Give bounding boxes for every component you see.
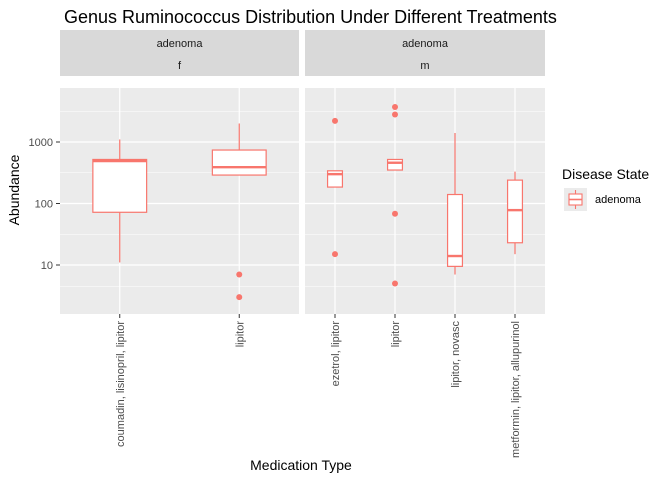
facet-panels: adenoma f coumadin, lisinopril, lipitor lip…	[60, 30, 545, 458]
facet-strip	[305, 30, 545, 76]
panel-background	[305, 88, 545, 314]
x-tick-label: coumadin, lisinopril, lipitor	[115, 321, 127, 447]
outlier-point	[236, 294, 243, 301]
outlier-point	[332, 117, 338, 124]
outlier-point	[392, 104, 398, 111]
legend-title: Disease State	[562, 166, 649, 182]
box	[506, 171, 524, 255]
x-tick-label: lipitor, novasc	[450, 321, 462, 388]
x-tick-label: lipitor	[390, 321, 402, 348]
box-iqr	[386, 158, 404, 171]
facet-strip-label: adenoma	[157, 38, 204, 50]
facet-strip	[60, 30, 299, 76]
y-axis: 10 100 1000	[29, 137, 60, 272]
box	[386, 104, 404, 287]
facet-panel: adenoma f coumadin, lisinopril, lipitor lip…	[60, 30, 299, 447]
outlier-point	[236, 271, 243, 278]
outlier-point	[392, 210, 398, 217]
y-tick-label: 100	[35, 199, 53, 211]
facet-strip-label: m	[420, 60, 429, 72]
box	[211, 123, 267, 301]
facet-strip-label: f	[178, 60, 182, 72]
facet-strip-label: adenoma	[402, 38, 449, 50]
box-iqr	[446, 193, 464, 267]
chart-title: Genus Ruminococcus Distribution Under Di…	[64, 7, 557, 27]
outlier-point	[392, 111, 398, 118]
box-iqr	[506, 179, 524, 244]
y-tick-label: 10	[41, 260, 53, 272]
x-axis-title: Medication Type	[250, 457, 352, 473]
x-tick-label: lipitor	[234, 321, 246, 348]
box-iqr	[92, 158, 148, 213]
y-axis-title: Abundance	[6, 154, 22, 225]
legend: Disease State adenoma	[562, 166, 649, 211]
box	[326, 117, 344, 258]
facet-panel: adenoma m ezetrol, lipitor lipitor lipitor, …	[305, 30, 545, 458]
outlier-point	[332, 251, 338, 258]
outlier-point	[392, 280, 398, 287]
legend-key: adenoma	[564, 188, 642, 211]
x-tick-label: ezetrol, lipitor	[330, 321, 342, 387]
box-iqr	[211, 149, 267, 176]
box	[92, 139, 148, 263]
y-tick-label: 1000	[29, 137, 53, 149]
x-tick-label: metformin, lipitor, allupurinol	[510, 321, 522, 458]
legend-keys: adenoma	[564, 188, 642, 211]
box	[446, 133, 464, 275]
legend-label: adenoma	[595, 194, 642, 206]
